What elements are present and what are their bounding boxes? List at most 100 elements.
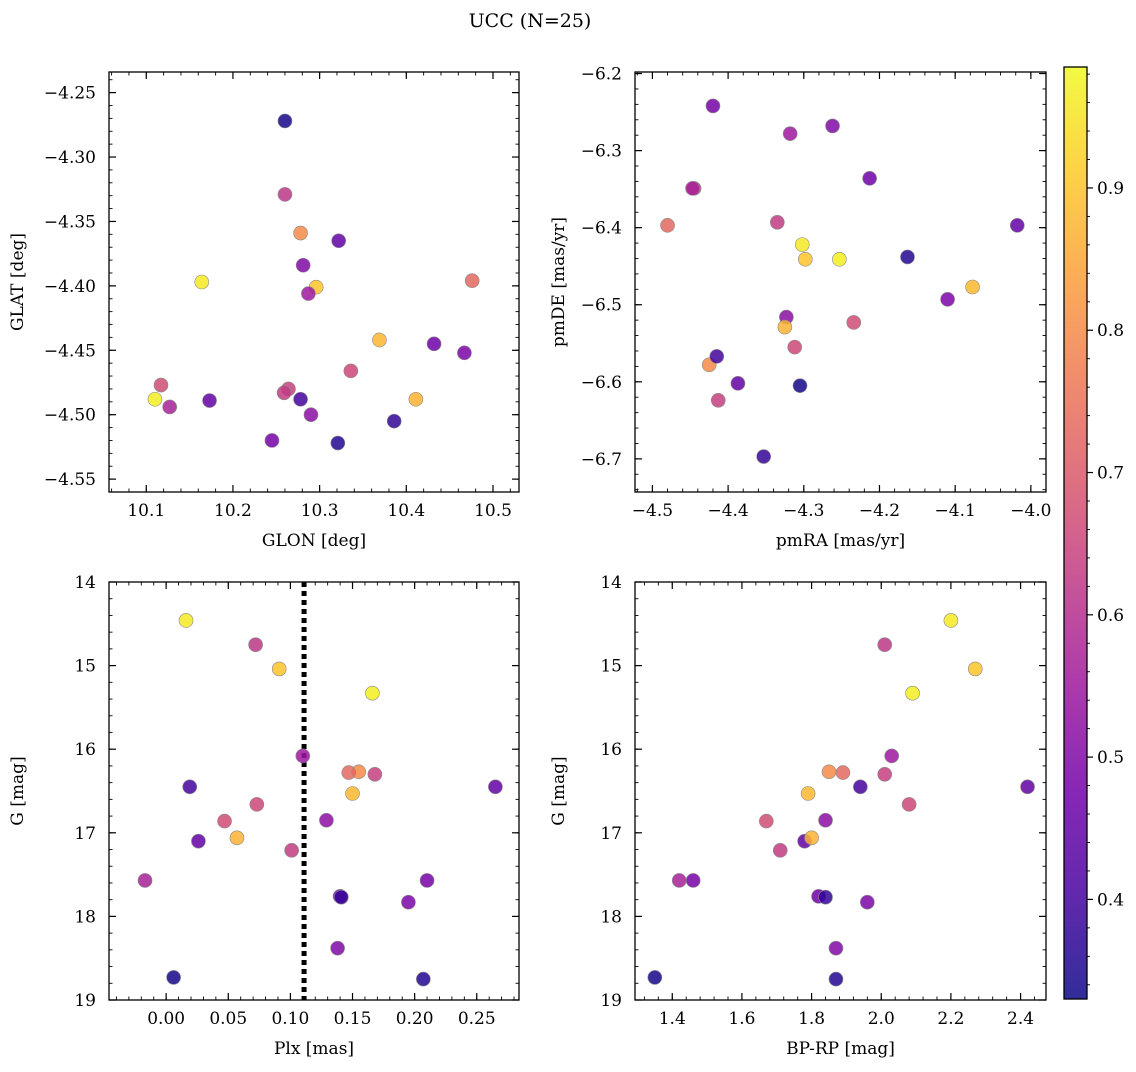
- x-axis-label: BP-RP [mag]: [786, 1039, 895, 1059]
- data-point: [166, 970, 181, 985]
- data-point: [797, 251, 813, 267]
- data-point: [943, 613, 959, 628]
- panel-bprp-g: 1.4 1.6 1.8 2.0 2.2 2.4 14 15 16 17 18 19 BP-RP [mag…: [549, 573, 1047, 1059]
- panel-glon-glat: 10.1 10.2 10.3 10.4 10.5 −4.25 −4.30 −4.35 −4.40…: [8, 71, 520, 551]
- data-point: [137, 873, 153, 888]
- data-point: [901, 797, 917, 812]
- data-point: [1020, 779, 1035, 795]
- x-tick-label: 1.4: [659, 1009, 686, 1029]
- data-point: [276, 385, 292, 401]
- data-point: [334, 889, 349, 905]
- colorbar-tick-label: 0.7: [1097, 464, 1124, 484]
- y-tick-label: −4.25: [44, 84, 96, 104]
- x-tick-label: −4.2: [859, 501, 900, 521]
- x-axis-label: pmRA [mas/yr]: [776, 531, 905, 551]
- y-tick-label: −4.35: [44, 212, 96, 232]
- data-point: [293, 225, 308, 241]
- data-point: [730, 376, 746, 391]
- data-point: [777, 319, 793, 335]
- data-point: [295, 257, 311, 273]
- data-point: [862, 171, 877, 186]
- data-point: [967, 661, 983, 677]
- data-point: [401, 894, 416, 910]
- x-tick-label: 0.20: [396, 1009, 434, 1029]
- x-tick-label: −4.0: [1010, 501, 1051, 521]
- y-tick-label: 16: [74, 740, 96, 760]
- x-tick-label: 0.15: [334, 1009, 372, 1029]
- data-point: [365, 685, 380, 701]
- data-point: [319, 812, 334, 828]
- y-tick-label: 15: [74, 657, 96, 677]
- panel-plx-g: 0.00 0.05 0.10 0.15 0.20 0.25 14 15 16 17 18 19 Plx …: [8, 573, 520, 1059]
- data-point: [940, 292, 955, 307]
- data-point: [794, 237, 810, 252]
- x-tick-label: −4.4: [707, 501, 748, 521]
- y-tick-label: −6.3: [581, 142, 622, 162]
- data-point: [147, 391, 163, 407]
- y-tick-label: −6.7: [581, 450, 622, 470]
- data-point: [330, 940, 345, 956]
- data-point: [685, 873, 701, 888]
- y-tick-label: −4.55: [44, 470, 96, 490]
- axes-frame: [634, 71, 1047, 493]
- data-point: [248, 637, 263, 653]
- y-tick-label: −4.45: [44, 341, 96, 361]
- data-point: [709, 349, 725, 364]
- colorbar-tick-label: 0.9: [1097, 179, 1124, 199]
- data-point: [828, 971, 844, 987]
- data-point: [264, 433, 280, 448]
- data-point: [330, 435, 346, 451]
- x-tick-label: 2.2: [937, 1009, 964, 1029]
- x-tick-label: −4.1: [935, 501, 976, 521]
- data-point: [301, 286, 316, 301]
- figure-title: UCC (N=25): [469, 10, 592, 32]
- colorbar: 0.4 0.5 0.6 0.7 0.8 0.9: [1063, 66, 1124, 1000]
- colorbar-tick-label: 0.8: [1097, 321, 1124, 341]
- data-point: [853, 779, 868, 795]
- data-point: [647, 970, 663, 985]
- colorbar-tick-label: 0.5: [1097, 748, 1124, 768]
- y-tick-label: 18: [74, 907, 96, 927]
- y-tick-label: −6.5: [581, 296, 622, 316]
- data-point: [782, 126, 798, 141]
- y-axis-label: pmDE [mas/yr]: [549, 217, 569, 347]
- data-point: [965, 279, 980, 295]
- data-point: [792, 378, 808, 393]
- y-tick-label: −4.50: [44, 406, 96, 426]
- x-tick-label: 1.8: [798, 1009, 825, 1029]
- data-point: [860, 894, 875, 910]
- data-point: [804, 830, 819, 846]
- data-point: [877, 637, 893, 653]
- x-tick-label: −4.5: [632, 501, 673, 521]
- data-point: [818, 812, 833, 828]
- y-tick-label: 18: [600, 907, 622, 927]
- data-point: [821, 764, 837, 780]
- data-point: [710, 392, 726, 408]
- data-point: [900, 249, 915, 265]
- data-point: [769, 214, 785, 230]
- y-axis-label: G [mag]: [8, 756, 28, 825]
- data-point: [464, 273, 480, 289]
- data-point: [884, 748, 900, 764]
- data-point: [153, 377, 169, 393]
- data-point: [671, 873, 687, 888]
- x-tick-label: 0.05: [209, 1009, 247, 1029]
- data-point: [457, 345, 472, 361]
- data-point: [835, 765, 851, 780]
- colorbar-tick-label: 0.4: [1097, 890, 1124, 910]
- x-tick-label: 0.00: [147, 1009, 185, 1029]
- x-tick-label: 10.4: [387, 501, 425, 521]
- data-point: [426, 336, 442, 352]
- colorbar-tick-label: 0.6: [1097, 606, 1124, 626]
- y-tick-label: −6.4: [581, 219, 622, 239]
- data-point: [488, 779, 503, 795]
- data-point: [416, 971, 431, 987]
- data-point: [818, 889, 833, 905]
- data-point: [343, 363, 359, 379]
- x-tick-label: 10.5: [474, 501, 512, 521]
- data-point: [685, 181, 700, 196]
- data-point: [194, 274, 210, 290]
- y-tick-label: −4.30: [44, 148, 96, 168]
- data-point: [832, 251, 847, 267]
